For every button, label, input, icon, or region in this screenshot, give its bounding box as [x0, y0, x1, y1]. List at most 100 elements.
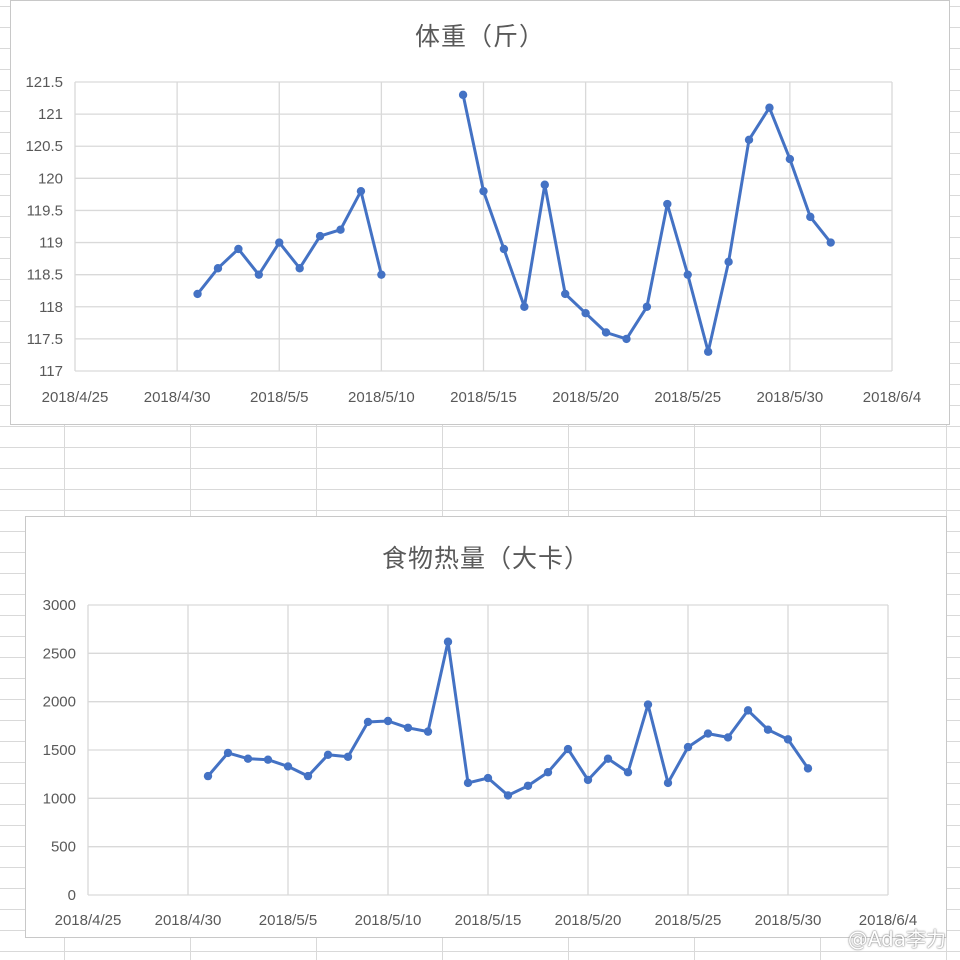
weight-data-point	[520, 302, 529, 311]
weight-data-point	[499, 244, 509, 254]
weight-data-point	[765, 103, 774, 112]
weight-series-line-1	[196, 189, 383, 296]
weight-y-tick-label: 118.5	[27, 267, 63, 284]
weight-data-point	[479, 186, 488, 196]
calorie-data-point	[803, 764, 813, 773]
calorie-data-point	[563, 744, 573, 754]
calorie-y-tick-label: 1000	[43, 790, 76, 807]
weight-data-point	[295, 264, 304, 273]
weight-data-point	[213, 264, 223, 273]
calorie-data-point	[583, 775, 593, 785]
weight-data-point	[254, 270, 264, 279]
weight-data-point	[275, 238, 284, 247]
calorie-series-line-1	[206, 640, 810, 797]
calorie-x-tick-label: 2018/4/30	[155, 912, 222, 929]
weight-x-tick-label: 2018/5/20	[552, 389, 619, 406]
calorie-x-tick-label: 2018/4/25	[55, 912, 122, 929]
weight-x-tick-label: 2018/5/10	[348, 389, 415, 406]
calorie-data-point	[363, 717, 373, 727]
weight-y-tick-label: 120	[38, 170, 63, 187]
calorie-data-point	[243, 754, 253, 763]
weight-data-point	[601, 328, 611, 337]
calorie-chart-plot: 0 500 1000 1500 2000 2500 3000 2018/4/25 2018/4/…	[43, 597, 918, 929]
calorie-y-tick-label: 0	[68, 887, 76, 904]
weight-chart: 体重（斤） 117 117.5 118 118.5 119 119.5 120 120.5 12…	[10, 0, 950, 425]
weight-data-point	[744, 135, 754, 144]
calorie-x-tick-label: 2018/5/15	[455, 912, 522, 929]
calorie-x-tick-label: 2018/5/25	[655, 912, 722, 929]
calorie-data-point	[663, 778, 673, 788]
weight-data-point	[193, 289, 202, 299]
calorie-chart: 食物热量（大卡） 0 500 1000 1500 2000 2500 3000 2018/4/…	[25, 516, 947, 938]
weight-y-tick-label: 120.5	[25, 138, 63, 155]
calorie-data-point	[403, 723, 413, 732]
calorie-x-tick-label: 2018/5/5	[259, 912, 317, 929]
weight-data-point	[683, 270, 692, 279]
calorie-data-point	[723, 733, 733, 742]
calorie-data-point	[763, 725, 773, 734]
calorie-y-tick-label: 3000	[43, 597, 76, 614]
calorie-data-point	[643, 700, 653, 709]
weight-x-tick-label: 2018/5/5	[250, 389, 308, 406]
calorie-data-point	[283, 762, 293, 771]
calorie-data-point	[683, 742, 693, 752]
calorie-data-point	[203, 771, 213, 781]
weight-y-tick-label: 121	[38, 106, 63, 123]
weight-chart-title: 体重（斤）	[414, 22, 545, 51]
calorie-y-tick-label: 2000	[43, 694, 76, 711]
calorie-data-point	[303, 771, 313, 781]
weight-x-tick-label: 2018/5/15	[450, 389, 517, 406]
weight-data-point	[377, 270, 386, 279]
weight-x-tick-label: 2018/6/4	[863, 389, 921, 406]
calorie-data-point	[503, 791, 513, 800]
weight-y-tick-label: 117	[39, 363, 63, 380]
calorie-x-tick-label: 2018/5/20	[555, 912, 622, 929]
calorie-y-tick-label: 2500	[43, 645, 76, 662]
calorie-x-tick-label: 2018/5/30	[755, 912, 822, 929]
weight-data-point	[540, 180, 549, 189]
weight-data-point	[806, 212, 815, 222]
weight-data-point	[315, 231, 325, 241]
calorie-chart-title: 食物热量（大卡）	[381, 544, 590, 573]
calorie-x-tick-label: 2018/6/4	[859, 912, 917, 929]
calorie-data-point	[423, 727, 433, 736]
calorie-data-point	[703, 729, 713, 738]
weight-y-tick-label: 119	[39, 235, 63, 252]
calorie-data-point	[483, 773, 493, 783]
weight-x-tick-label: 2018/5/25	[654, 389, 721, 406]
weight-y-tick-label: 117.5	[27, 331, 63, 348]
weight-chart-plot: 117 117.5 118 118.5 119 119.5 120 120.5 121 121.5…	[25, 74, 921, 406]
weight-data-point	[724, 257, 733, 267]
weight-data-point	[581, 309, 590, 318]
weight-data-point	[642, 302, 652, 311]
calorie-y-tick-label: 1500	[43, 742, 76, 759]
calorie-data-point	[743, 706, 753, 715]
calorie-x-tick-label: 2018/5/10	[355, 912, 422, 929]
calorie-data-point	[443, 637, 453, 646]
calorie-data-point	[263, 755, 273, 764]
calorie-data-point	[783, 735, 793, 744]
weight-x-tick-label: 2018/5/30	[757, 389, 824, 406]
calorie-data-point	[463, 778, 473, 788]
weight-series-line-2	[461, 93, 833, 354]
calorie-data-point	[523, 781, 533, 790]
weight-y-tick-label: 121.5	[25, 74, 63, 91]
weight-x-tick-label: 2018/4/30	[144, 389, 211, 406]
weight-y-tick-label: 119.5	[27, 202, 63, 219]
weight-data-point	[785, 154, 795, 164]
weight-data-point	[234, 244, 243, 254]
calorie-data-point	[343, 752, 353, 761]
weight-data-point	[826, 238, 835, 247]
calorie-data-point	[323, 750, 333, 760]
weight-y-tick-label: 118	[39, 299, 63, 316]
weight-data-point	[336, 225, 345, 234]
calorie-data-point	[383, 716, 393, 726]
weight-data-point	[663, 199, 672, 209]
weight-data-point	[622, 334, 631, 344]
calorie-data-point	[223, 748, 233, 758]
calorie-data-point	[543, 768, 553, 777]
weight-data-point	[356, 186, 366, 196]
calorie-data-point	[603, 754, 613, 763]
calorie-data-point	[623, 768, 633, 777]
weight-data-point	[703, 347, 713, 356]
